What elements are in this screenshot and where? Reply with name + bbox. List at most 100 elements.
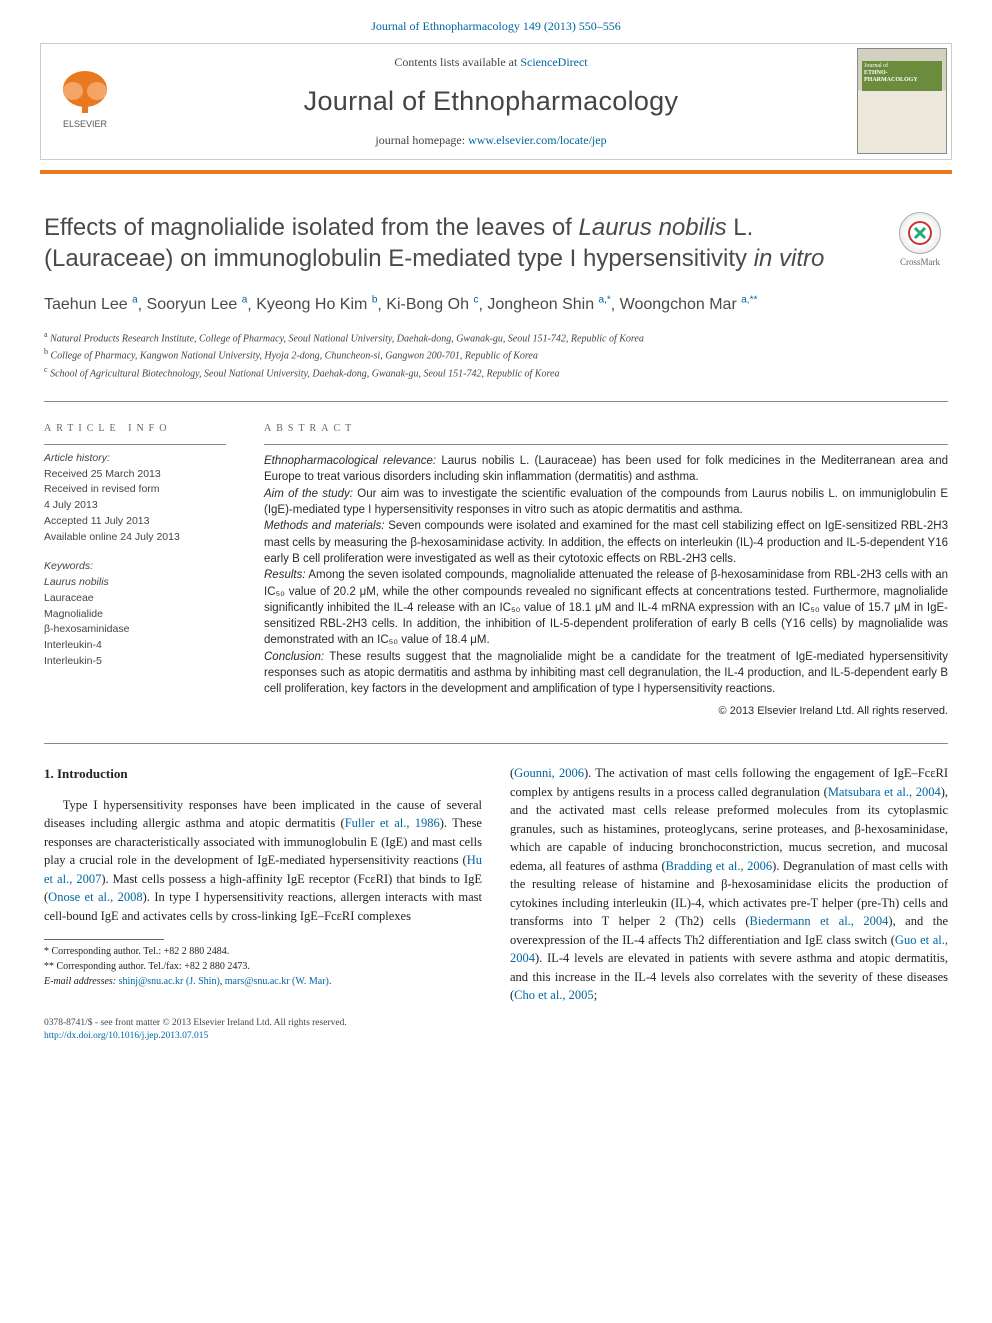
citation-link[interactable]: Biedermann et al., 2004 <box>750 914 889 928</box>
abstract-runin: Aim of the study: <box>264 488 353 500</box>
citation-link[interactable]: Gounni, 2006 <box>514 766 584 780</box>
article-history: Article history: Received 25 March 2013 … <box>44 444 226 546</box>
footnotes: * Corresponding author. Tel.: +82 2 880 … <box>44 944 482 989</box>
footnote-line: * Corresponding author. Tel.: +82 2 880 … <box>44 944 482 959</box>
email-end: . <box>329 976 332 987</box>
author: Ki-Bong Oh c <box>386 296 478 313</box>
keyword: Laurus nobilis <box>44 575 226 591</box>
abstract-column: abstract Ethnopharmacological relevance:… <box>264 402 948 720</box>
abstract-para: Aim of the study: Our aim was to investi… <box>264 486 948 519</box>
keyword: Interleukin-4 <box>44 638 226 654</box>
abstract-label: abstract <box>264 402 948 444</box>
abstract-para: Results: Among the seven isolated compou… <box>264 567 948 649</box>
journal-header-center: Contents lists available at ScienceDirec… <box>125 48 857 155</box>
email-link[interactable]: shinj@snu.ac.kr (J. Shin) <box>119 976 220 987</box>
page-footer: 0378-8741/$ - see front matter © 2013 El… <box>0 1005 992 1064</box>
homepage-line: journal homepage: www.elsevier.com/locat… <box>125 132 857 149</box>
keyword: Magnolialide <box>44 607 226 623</box>
contents-prefix: Contents lists available at <box>394 55 520 69</box>
author-affil-sup[interactable]: b <box>372 295 378 306</box>
doi-link[interactable]: http://dx.doi.org/10.1016/j.jep.2013.07.… <box>44 1031 208 1041</box>
article-info-column: article info Article history: Received 2… <box>44 402 226 720</box>
citation-link[interactable]: Onose et al., 2008 <box>48 890 142 904</box>
elsevier-tree-logo-icon: ELSEVIER <box>53 65 117 137</box>
copyright-line: 0378-8741/$ - see front matter © 2013 El… <box>44 1017 948 1030</box>
body-paragraph: (Gounni, 2006). The activation of mast c… <box>510 764 948 1005</box>
author-name: Sooryun Lee <box>147 296 238 313</box>
author-affil-sup[interactable]: c <box>473 295 478 306</box>
header-citation: Journal of Ethnopharmacology 149 (2013) … <box>0 0 992 43</box>
contents-line: Contents lists available at ScienceDirec… <box>125 54 857 71</box>
history-title: Article history: <box>44 451 226 467</box>
author-name: Taehun Lee <box>44 296 128 313</box>
abstract-para: Methods and materials: Seven compounds w… <box>264 518 948 567</box>
body-column-right: (Gounni, 2006). The activation of mast c… <box>510 764 948 1005</box>
affil-sup: a <box>44 330 48 339</box>
affil-sup: b <box>44 347 48 356</box>
body-columns: 1. Introduction Type I hypersensitivity … <box>0 744 992 1005</box>
author-name: Kyeong Ho Kim <box>256 296 367 313</box>
author-list: Taehun Lee a, Sooryun Lee a, Kyeong Ho K… <box>44 293 948 317</box>
author-affil-sup[interactable]: a <box>242 295 248 306</box>
citation-link[interactable]: Matsubara et al., 2004 <box>828 785 941 799</box>
crossmark-badge-container[interactable]: CrossMark <box>892 212 948 269</box>
cover-main-title: ETHNO-PHARMACOLOGY <box>864 70 940 83</box>
affil-text: College of Pharmacy, Kangwon National Un… <box>51 351 538 362</box>
author-name: Jongheon Shin <box>487 296 594 313</box>
journal-title: Journal of Ethnopharmacology <box>125 83 857 121</box>
abstract-copyright: © 2013 Elsevier Ireland Ltd. All rights … <box>264 704 948 720</box>
abstract-text: These results suggest that the magnolial… <box>264 651 948 696</box>
history-line: Received 25 March 2013 <box>44 467 226 483</box>
journal-header: ELSEVIER Contents lists available at Sci… <box>40 43 952 160</box>
crossmark-icon <box>899 212 941 254</box>
history-line: Available online 24 July 2013 <box>44 530 226 546</box>
author-name: Ki-Bong Oh <box>386 296 469 313</box>
footnote-emails: E-mail addresses: shinj@snu.ac.kr (J. Sh… <box>44 974 482 989</box>
email-link[interactable]: mars@snu.ac.kr (W. Mar) <box>225 976 329 987</box>
homepage-prefix: journal homepage: <box>375 133 468 147</box>
cover-small-title: Journal of <box>864 63 940 70</box>
history-line: Received in revised form <box>44 482 226 498</box>
history-line: Accepted 11 July 2013 <box>44 514 226 530</box>
crossmark-label: CrossMark <box>892 256 948 269</box>
publisher-logo-box: ELSEVIER <box>45 56 125 146</box>
author: Taehun Lee a <box>44 296 138 313</box>
body-paragraph: Type I hypersensitivity responses have b… <box>44 796 482 926</box>
article-info-label: article info <box>44 402 226 444</box>
author: Woongchon Mar a,** <box>620 296 758 313</box>
author-affil-sup[interactable]: a,* <box>599 295 611 306</box>
abstract-para: Ethnopharmacological relevance: Laurus n… <box>264 453 948 486</box>
keyword: Interleukin-5 <box>44 654 226 670</box>
author-affil-sup[interactable]: a,** <box>741 295 757 306</box>
abstract-runin: Results: <box>264 569 306 581</box>
history-line: 4 July 2013 <box>44 498 226 514</box>
title-seg-1: Effects of magnolialide isolated from th… <box>44 214 579 241</box>
affiliation: c School of Agricultural Biotechnology, … <box>44 364 948 381</box>
affiliation: b College of Pharmacy, Kangwon National … <box>44 346 948 363</box>
email-label: E-mail addresses: <box>44 976 119 987</box>
cover-title: Journal of ETHNO-PHARMACOLOGY <box>864 63 940 83</box>
abstract-text: Our aim was to investigate the scientifi… <box>264 488 948 516</box>
footnote-line: ** Corresponding author. Tel./fax: +82 2… <box>44 959 482 974</box>
homepage-link[interactable]: www.elsevier.com/locate/jep <box>468 133 607 147</box>
citation-link[interactable]: Cho et al., 2005 <box>514 988 594 1002</box>
author-affil-sup[interactable]: a <box>132 295 138 306</box>
keywords-title: Keywords: <box>44 559 226 575</box>
citation-link[interactable]: Bradding et al., 2006 <box>666 859 773 873</box>
abstract-runin: Ethnopharmacological relevance: <box>264 455 436 467</box>
affil-text: Natural Products Research Institute, Col… <box>50 333 644 344</box>
author: Kyeong Ho Kim b <box>256 296 377 313</box>
header-citation-link[interactable]: Journal of Ethnopharmacology 149 (2013) … <box>371 19 621 33</box>
keyword: Lauraceae <box>44 591 226 607</box>
citation-link[interactable]: Fuller et al., 1986 <box>345 816 440 830</box>
keyword: β-hexosaminidase <box>44 622 226 638</box>
affil-text: School of Agricultural Biotechnology, Se… <box>50 368 559 379</box>
affiliation: a Natural Products Research Institute, C… <box>44 329 948 346</box>
body-text: ; <box>594 988 597 1002</box>
keywords-block: Keywords: Laurus nobilis Lauraceae Magno… <box>44 559 226 669</box>
svg-text:ELSEVIER: ELSEVIER <box>63 119 108 129</box>
intro-heading: 1. Introduction <box>44 764 482 783</box>
sciencedirect-link[interactable]: ScienceDirect <box>520 55 587 69</box>
title-seg-2-italic: Laurus nobilis <box>579 214 734 241</box>
author: Jongheon Shin a,* <box>487 296 610 313</box>
